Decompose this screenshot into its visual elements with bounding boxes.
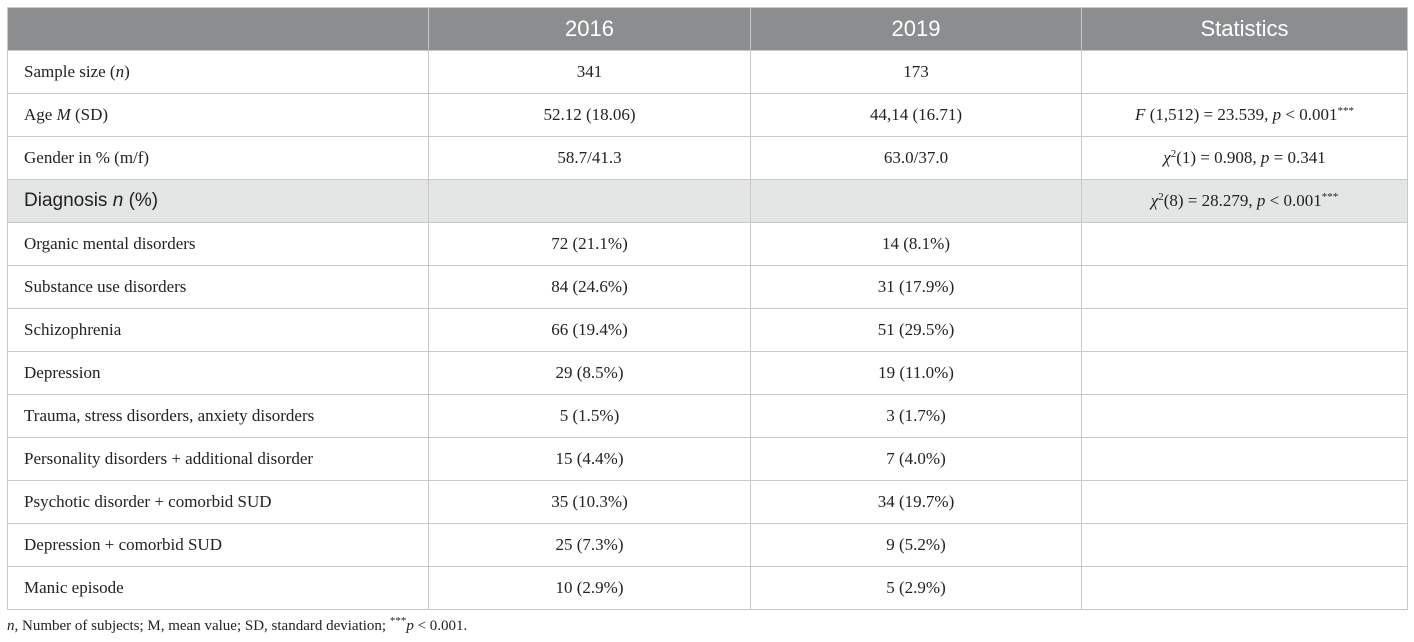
header-row: 2016 2019 Statistics [7,7,1408,51]
statistics-cell [1081,523,1408,567]
value-2016: 341 [428,50,751,94]
value-2019: 7 (4.0%) [750,437,1082,481]
statistics-cell [1081,566,1408,610]
table-row-sample-size: Sample size (n) 341 173 [7,50,1408,94]
value-2019: 51 (29.5%) [750,308,1082,352]
value-2016: 35 (10.3%) [428,480,751,524]
header-2019: 2019 [750,7,1082,51]
value-2019: 14 (8.1%) [750,222,1082,266]
table-row: Substance use disorders 84 (24.6%) 31 (1… [7,265,1408,309]
value-2016: 52.12 (18.06) [428,93,751,137]
value-2016: 5 (1.5%) [428,394,751,438]
statistics-cell: χ2(8) = 28.279, p < 0.001*** [1081,179,1408,223]
row-label: Age M (SD) [7,93,429,137]
row-label: Schizophrenia [7,308,429,352]
statistics-cell [1081,480,1408,524]
row-label: Depression [7,351,429,395]
statistics-cell [1081,50,1408,94]
statistics-cell [1081,437,1408,481]
row-label: Substance use disorders [7,265,429,309]
table-row-age: Age M (SD) 52.12 (18.06) 44,14 (16.71) F… [7,93,1408,137]
table-row: Depression + comorbid SUD 25 (7.3%) 9 (5… [7,523,1408,567]
statistics-cell: F (1,512) = 23.539, p < 0.001*** [1081,93,1408,137]
table-row-gender: Gender in % (m/f) 58.7/41.3 63.0/37.0 χ2… [7,136,1408,180]
section-row-diagnosis: Diagnosis n (%) χ2(8) = 28.279, p < 0.00… [7,179,1408,223]
value-2016: 10 (2.9%) [428,566,751,610]
row-label: Gender in % (m/f) [7,136,429,180]
value-2019: 63.0/37.0 [750,136,1082,180]
table-row: Depression 29 (8.5%) 19 (11.0%) [7,351,1408,395]
header-statistics: Statistics [1081,7,1408,51]
row-label: Psychotic disorder + comorbid SUD [7,480,429,524]
value-2019: 34 (19.7%) [750,480,1082,524]
results-table: 2016 2019 Statistics Sample size (n) 341… [7,7,1408,610]
value-2019: 19 (11.0%) [750,351,1082,395]
table-row: Personality disorders + additional disor… [7,437,1408,481]
row-label: Personality disorders + additional disor… [7,437,429,481]
results-table-container: 2016 2019 Statistics Sample size (n) 341… [7,7,1408,610]
table-row: Schizophrenia 66 (19.4%) 51 (29.5%) [7,308,1408,352]
value-2019: 173 [750,50,1082,94]
value-2019: 5 (2.9%) [750,566,1082,610]
header-empty-cell [7,7,429,51]
value-2016: 25 (7.3%) [428,523,751,567]
value-2016: 58.7/41.3 [428,136,751,180]
row-label: Organic mental disorders [7,222,429,266]
value-2016: 29 (8.5%) [428,351,751,395]
header-2016: 2016 [428,7,751,51]
statistics-cell [1081,308,1408,352]
row-label: Manic episode [7,566,429,610]
table-row: Manic episode 10 (2.9%) 5 (2.9%) [7,566,1408,610]
value-2019: 44,14 (16.71) [750,93,1082,137]
row-label: Sample size (n) [7,50,429,94]
section-label: Diagnosis n (%) [7,179,429,223]
statistics-cell: χ2(1) = 0.908, p = 0.341 [1081,136,1408,180]
statistics-cell [1081,394,1408,438]
row-label: Depression + comorbid SUD [7,523,429,567]
value-2016: 15 (4.4%) [428,437,751,481]
row-label: Trauma, stress disorders, anxiety disord… [7,394,429,438]
table-row: Trauma, stress disorders, anxiety disord… [7,394,1408,438]
value-2016: 72 (21.1%) [428,222,751,266]
table-footnote: n, Number of subjects; M, mean value; SD… [7,615,468,635]
value-2019: 9 (5.2%) [750,523,1082,567]
value-2019: 31 (17.9%) [750,265,1082,309]
value-2016 [428,179,751,223]
statistics-cell [1081,222,1408,266]
value-2019: 3 (1.7%) [750,394,1082,438]
value-2019 [750,179,1082,223]
table-row: Organic mental disorders 72 (21.1%) 14 (… [7,222,1408,266]
statistics-cell [1081,265,1408,309]
value-2016: 66 (19.4%) [428,308,751,352]
value-2016: 84 (24.6%) [428,265,751,309]
table-row: Psychotic disorder + comorbid SUD 35 (10… [7,480,1408,524]
statistics-cell [1081,351,1408,395]
